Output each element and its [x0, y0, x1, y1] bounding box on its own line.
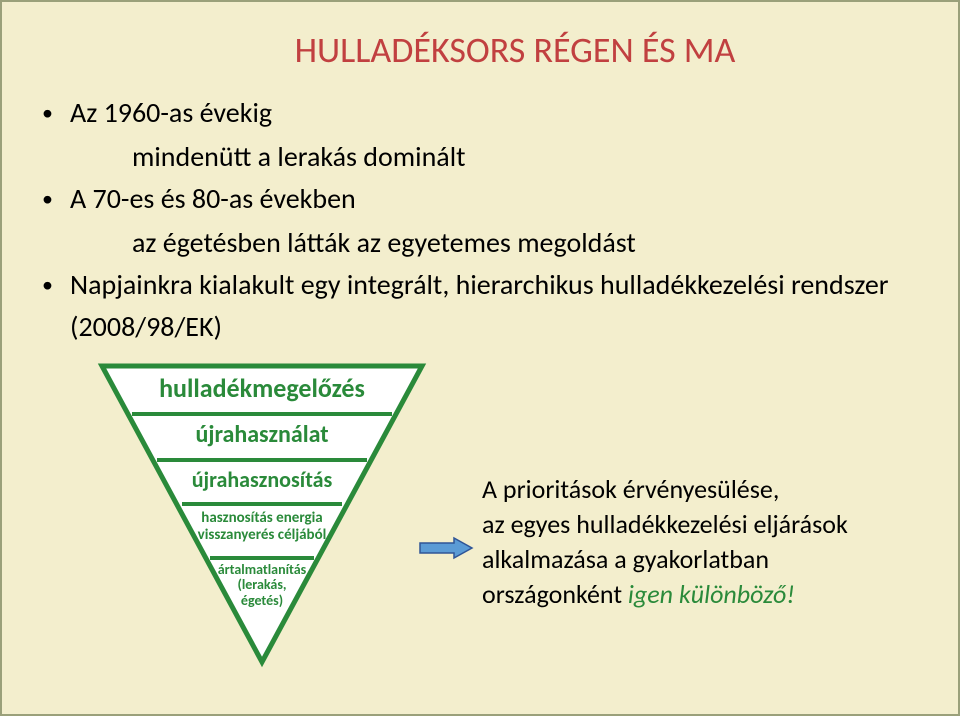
bullet-item: • Az 1960-as évekig — [42, 92, 918, 134]
pyramid-level-5: ártalmatlanítás (lerakás, égetés) — [92, 562, 432, 608]
pyramid-level-4-line1: hasznosítás energia — [201, 509, 322, 527]
bullet-text: Napjainkra kialakult egy integrált, hier… — [70, 264, 918, 348]
bullet-item: • Napjainkra kialakult egy integrált, hi… — [42, 264, 918, 348]
pyramid-level-3: újrahasznosítás — [92, 466, 432, 493]
bullet-subtext: mindenütt a lerakás dominált — [42, 136, 918, 178]
caption-block: A prioritások érvényesülése, az egyes hu… — [482, 472, 882, 612]
bullet-text: Az 1960-as évekig — [70, 92, 272, 134]
bullet-dot-icon: • — [42, 92, 70, 134]
bullet-dot-icon: • — [42, 178, 70, 220]
pyramid-diagram: hulladékmegelőzés újrahasználat újrahasz… — [92, 362, 432, 692]
caption-line1: A prioritások érvényesülése, — [482, 473, 779, 505]
bullet-dot-icon: • — [42, 264, 70, 348]
pyramid-level-1: hulladékmegelőzés — [92, 372, 432, 404]
pyramid-level-4: hasznosítás energia visszanyerés céljábó… — [92, 510, 432, 543]
pyramid-level-2: újrahasználat — [92, 420, 432, 449]
bullet-subtext: az égetésben látták az egyetemes megoldá… — [42, 222, 918, 264]
bullet-item: • A 70-es és 80-as években — [42, 178, 918, 220]
slide-title: HULLADÉKSORS RÉGEN ÉS MA — [112, 28, 918, 72]
slide: HULLADÉKSORS RÉGEN ÉS MA • Az 1960-as év… — [0, 0, 960, 716]
pyramid-level-5-line3: égetés) — [241, 592, 283, 609]
bullet-text: A 70-es és 80-as években — [70, 178, 356, 220]
arrow-right-icon — [418, 536, 474, 560]
pyramid-level-4-line2: visszanyerés céljából — [198, 526, 327, 544]
caption-line3: igen különböző! — [628, 578, 795, 610]
bullet-list: • Az 1960-as évekig mindenütt a lerakás … — [42, 92, 918, 348]
